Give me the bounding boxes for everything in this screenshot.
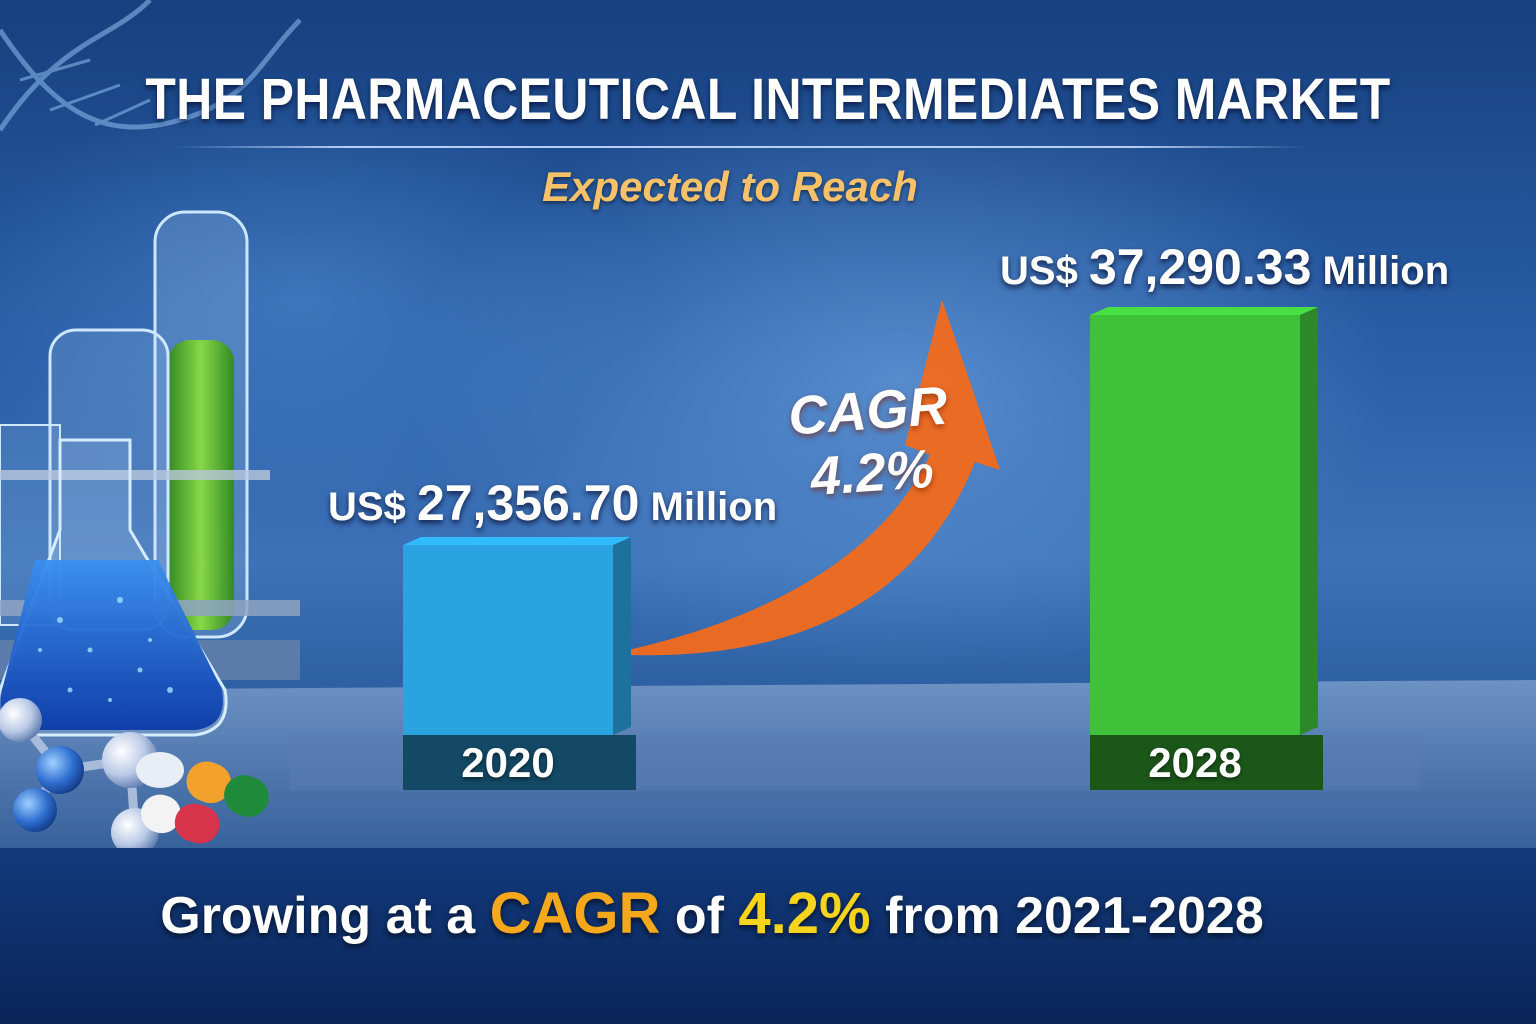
bar-value-label-2020: US$ 27,356.70 Million — [328, 474, 777, 532]
bar-side-2028 — [1300, 307, 1318, 735]
title-divider — [176, 146, 1304, 148]
cagr-annotation-label: CAGR — [786, 375, 950, 447]
footer-band — [0, 848, 1536, 1024]
flask-icon — [0, 438, 228, 737]
bar-2028 — [1090, 315, 1300, 735]
x-tick-label-2020: 2020 — [461, 739, 555, 786]
tagline-part-2: of — [674, 887, 724, 945]
value-unit: Million — [650, 485, 778, 529]
dna-helix-icon — [0, 0, 302, 132]
value-unit: Million — [1322, 249, 1450, 293]
tagline-part-3: from 2021-2028 — [885, 887, 1264, 945]
cagr-annotation: CAGR 4.2% — [776, 374, 964, 510]
tagline-percent: 4.2% — [738, 881, 871, 946]
tagline-cagr: CAGR — [489, 881, 661, 946]
bar-value-label-2028: US$ 37,290.33 Million — [1000, 238, 1449, 296]
x-tick-label-2028: 2028 — [1148, 739, 1242, 786]
bar-base-2028 — [1090, 735, 1323, 790]
pill-capsules-icon — [136, 752, 269, 844]
value-amount: 37,290.33 — [1088, 239, 1312, 295]
bar-side-2020 — [613, 537, 631, 735]
bar-top-2020 — [403, 537, 631, 545]
currency-prefix: US$ — [328, 485, 406, 529]
cagr-growth-arrow — [628, 300, 1000, 656]
footer-tagline: Growing at a CAGR of 4.2% from 2021-2028 — [0, 880, 1424, 947]
page-subtitle: Expected to Reach — [542, 163, 918, 210]
bar-2020 — [403, 545, 613, 735]
currency-prefix: US$ — [1000, 249, 1078, 293]
bar-top-2028 — [1090, 307, 1318, 315]
cagr-annotation-value: 4.2% — [808, 438, 936, 508]
bar-base-2020 — [403, 735, 636, 790]
value-amount: 27,356.70 — [416, 475, 640, 531]
tagline-part-1: Growing at a — [160, 887, 476, 945]
page-title: THE PHARMACEUTICAL INTERMEDIATES MARKET — [145, 67, 1391, 132]
